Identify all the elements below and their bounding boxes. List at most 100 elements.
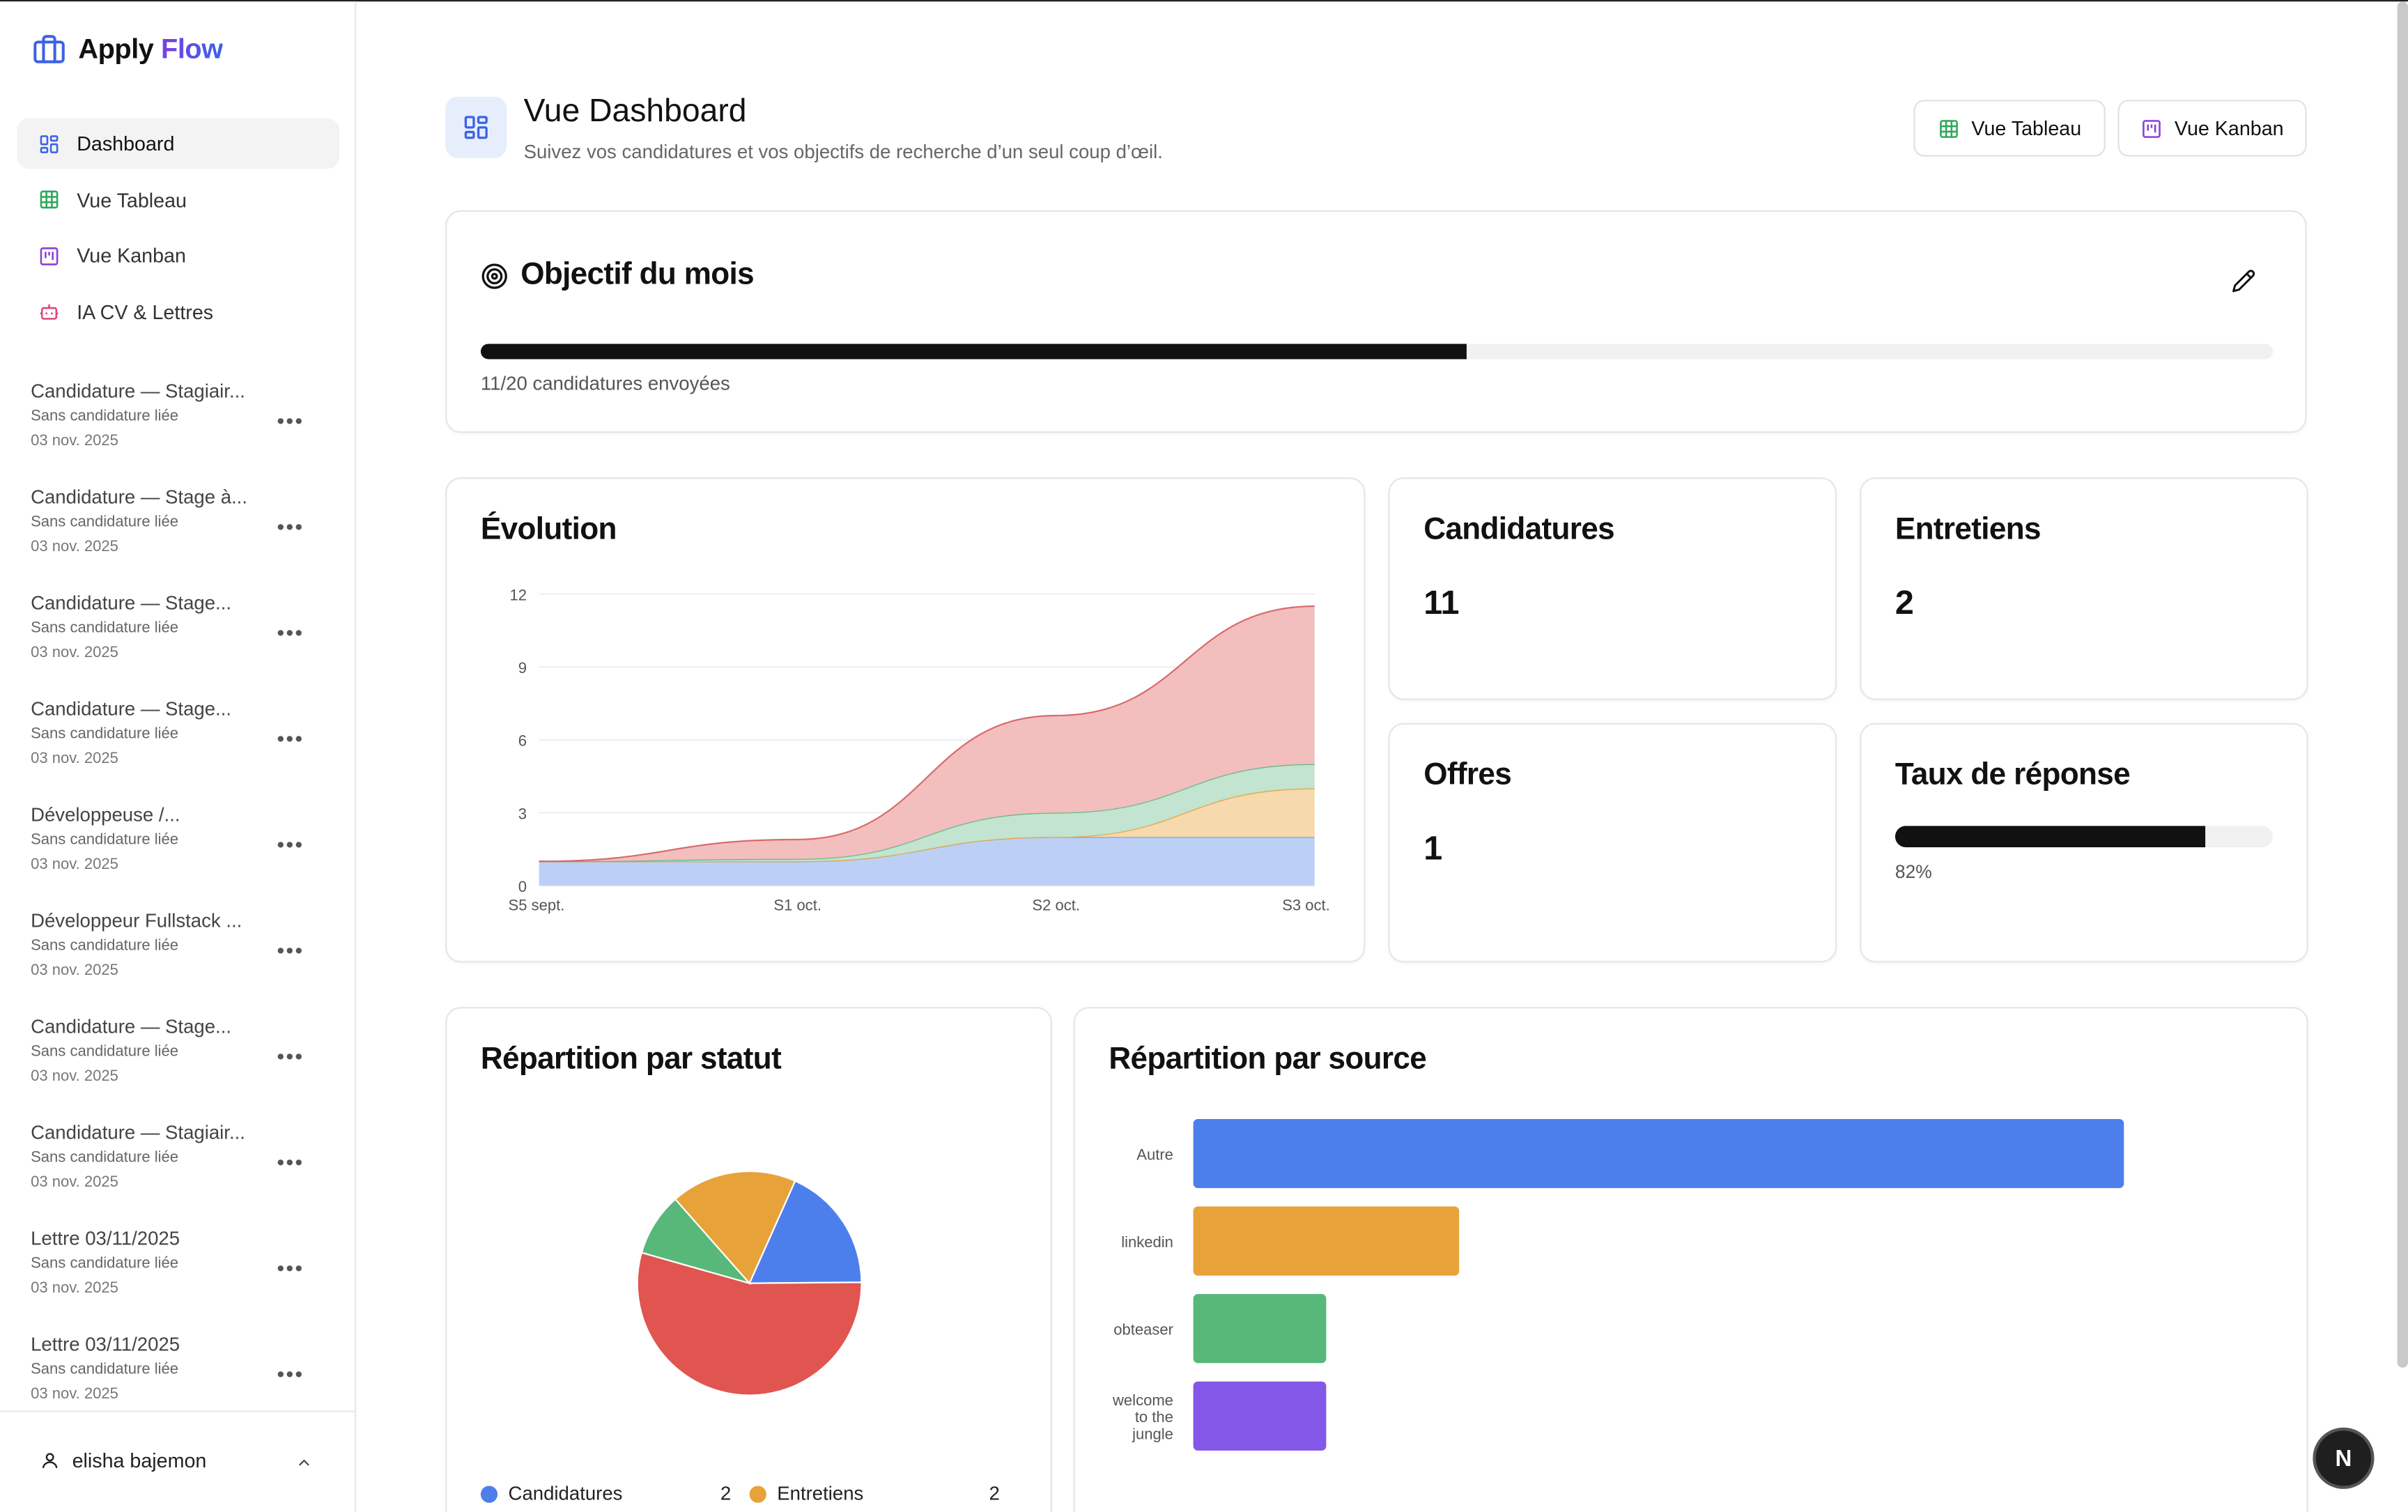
offers-stat-card: Offres 1: [1388, 723, 1837, 963]
list-item[interactable]: Lettre 03/11/2025 Sans candidature liée 03…: [0, 1331, 356, 1406]
list-item-date: 03 nov. 2025: [31, 1280, 118, 1297]
pie-slice-1[interactable]: [636, 1251, 863, 1396]
more-icon[interactable]: •••: [277, 832, 304, 857]
list-item-title: Candidature — Stage...: [31, 698, 232, 720]
robot-icon: [40, 304, 59, 320]
dashboard-icon: [40, 134, 59, 153]
button-label: Vue Tableau: [1971, 116, 2082, 140]
stat-label: Offres: [1423, 758, 1512, 792]
list-item[interactable]: Candidature — Stage... Sans candidature l…: [0, 695, 356, 801]
bar-3[interactable]: [1193, 1381, 1327, 1451]
source-chart-title: Répartition par source: [1109, 1042, 1427, 1077]
pie-slice-0[interactable]: [748, 1180, 863, 1284]
list-item[interactable]: Développeuse /... Sans candidature liée 03…: [0, 801, 356, 907]
response-rate-card: Taux de réponse 82%: [1860, 723, 2308, 963]
bar-0[interactable]: [1193, 1118, 2124, 1189]
legend-value: 2: [989, 1483, 1000, 1504]
pie-slice-2[interactable]: [640, 1198, 752, 1285]
page-scrollbar[interactable]: [2397, 1, 2408, 1368]
recent-documents-list: Candidature — Stagiair... Sans candidatur…: [0, 378, 356, 1406]
list-item-title: Développeuse /...: [31, 804, 180, 826]
stat-value: 11: [1423, 583, 1460, 622]
list-item-subtitle: Sans candidature liée: [31, 938, 179, 955]
list-item-title: Développeur Fullstack ...: [31, 910, 242, 932]
list-item[interactable]: Candidature — Stage à... Sans candidature…: [0, 484, 356, 589]
goal-title: Objectif du mois: [481, 258, 755, 293]
evolution-area-chart: 0 3 6 9 12 S5 sept. S1 oct. S2 oct. S3 oct.: [509, 586, 1330, 913]
legend-dot: [480, 1485, 498, 1502]
more-icon[interactable]: •••: [277, 620, 304, 645]
user-icon: [42, 1453, 58, 1469]
user-menu[interactable]: elisha bajemon: [0, 1410, 357, 1512]
list-item[interactable]: Développeur Fullstack ... Sans candidatur…: [0, 907, 356, 1013]
pie-slice-3[interactable]: [674, 1170, 796, 1285]
table-icon: [1939, 119, 1958, 137]
stat-label: Taux de réponse: [1894, 758, 2131, 792]
x-tick-label: S1 oct.: [773, 896, 821, 913]
status-pie-chart: [636, 1170, 863, 1396]
sidebar-nav: Dashboard Vue Tableau Vue Kanban IA CV &…: [17, 118, 340, 343]
legend-item: Entretiens 2: [749, 1483, 1019, 1504]
list-item[interactable]: Candidature — Stagiair... Sans candidatur…: [0, 1119, 356, 1225]
more-icon[interactable]: •••: [277, 1256, 304, 1281]
sidebar-item-kanban[interactable]: Vue Kanban: [17, 230, 339, 281]
more-icon[interactable]: •••: [277, 408, 304, 433]
next-dev-badge[interactable]: N: [2315, 1430, 2372, 1486]
kanban-view-button[interactable]: Vue Kanban: [2117, 100, 2307, 157]
legend-item: Candidatures 2: [480, 1483, 750, 1504]
bar-2[interactable]: [1193, 1294, 1327, 1364]
sidebar-item-label: Dashboard: [77, 132, 175, 155]
list-item-date: 03 nov. 2025: [31, 539, 118, 556]
kanban-icon: [2142, 119, 2161, 137]
sidebar-item-ai[interactable]: IA CV & Lettres: [17, 286, 339, 337]
list-item-subtitle: Sans candidature liée: [31, 832, 179, 849]
more-icon[interactable]: •••: [277, 514, 304, 539]
page-title: Vue Dashboard: [523, 93, 747, 130]
chevron-up-icon[interactable]: [295, 1453, 313, 1472]
evolution-chart-title: Évolution: [480, 512, 617, 547]
area-series-1: [539, 788, 1315, 862]
list-item-date: 03 nov. 2025: [31, 750, 118, 768]
pie-legend: Candidatures 2 Entretiens 2: [480, 1483, 1019, 1504]
more-icon[interactable]: •••: [277, 1044, 304, 1069]
status-distribution-card: Répartition par statut Candidatures 2 En…: [445, 1007, 1052, 1512]
list-item-subtitle: Sans candidature liée: [31, 514, 179, 532]
list-item[interactable]: Lettre 03/11/2025 Sans candidature liée 03…: [0, 1225, 356, 1331]
response-rate-bar: [1894, 826, 2274, 848]
table-view-button[interactable]: Vue Tableau: [1913, 100, 2106, 157]
response-rate-fill: [1894, 826, 2205, 848]
target-icon: [481, 263, 507, 288]
applications-stat-card: Candidatures 11: [1388, 477, 1837, 700]
stat-label: Entretiens: [1894, 512, 2042, 547]
sidebar-item-dashboard[interactable]: Dashboard: [17, 118, 340, 169]
more-icon[interactable]: •••: [277, 1361, 304, 1387]
interviews-stat-card: Entretiens 2: [1860, 477, 2308, 700]
area-series-3: [539, 606, 1315, 862]
list-item[interactable]: Candidature — Stagiair... Sans candidatur…: [0, 378, 356, 484]
list-item-title: Lettre 03/11/2025: [31, 1228, 180, 1250]
brand-name: Apply Flow: [78, 33, 223, 64]
area-series-0: [539, 837, 1315, 886]
brand-logo[interactable]: Apply Flow: [32, 32, 223, 65]
sidebar-item-table[interactable]: Vue Tableau: [17, 174, 339, 225]
stat-value: 1: [1423, 828, 1443, 867]
user-name: elisha bajemon: [72, 1449, 207, 1472]
goal-progress-bar: [480, 344, 2274, 360]
y-tick-label: obteaser: [1113, 1321, 1173, 1339]
list-item[interactable]: Candidature — Stage... Sans candidature l…: [0, 589, 356, 695]
more-icon[interactable]: •••: [277, 1150, 304, 1175]
list-item[interactable]: Candidature — Stage... Sans candidature l…: [0, 1013, 356, 1119]
page-icon: [445, 96, 507, 158]
area-series-2: [539, 764, 1315, 862]
pencil-icon[interactable]: [2232, 269, 2256, 293]
y-tick-label: to the: [1135, 1408, 1173, 1426]
y-tick-label: Autre: [1136, 1145, 1173, 1163]
more-icon[interactable]: •••: [277, 726, 304, 751]
bar-1[interactable]: [1193, 1206, 1460, 1276]
list-item-date: 03 nov. 2025: [31, 1174, 118, 1191]
list-item-subtitle: Sans candidature liée: [31, 726, 179, 743]
list-item-subtitle: Sans candidature liée: [31, 1044, 179, 1061]
legend-label: Entretiens: [777, 1483, 864, 1504]
more-icon[interactable]: •••: [277, 938, 304, 963]
list-item-date: 03 nov. 2025: [31, 645, 118, 662]
